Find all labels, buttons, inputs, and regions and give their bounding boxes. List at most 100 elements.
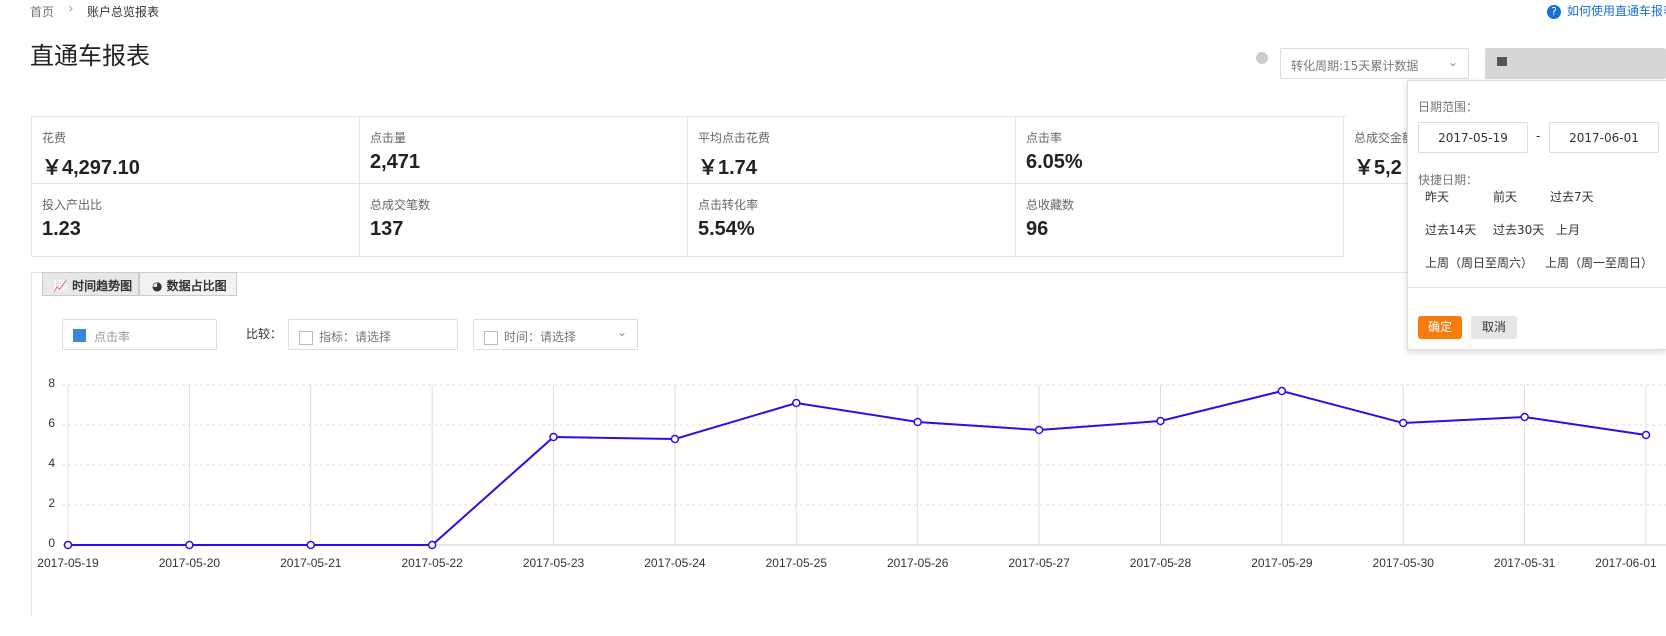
breadcrumb-current: 账户总览报表 bbox=[87, 5, 160, 19]
info-icon bbox=[1256, 52, 1268, 64]
data-point bbox=[427, 540, 437, 550]
range-label: 日期范围： bbox=[1418, 100, 1479, 114]
metric-label: 点击转化率 bbox=[698, 198, 759, 212]
metric-label: 总成交笔数 bbox=[370, 198, 431, 212]
metric-value: 1.23 bbox=[42, 218, 81, 240]
x-tick-label: 2017-05-31 bbox=[1494, 556, 1556, 570]
x-tick-label: 2017-05-29 bbox=[1251, 556, 1313, 570]
period-select-text[interactable]: 转化周期:15天累计数据 bbox=[1291, 59, 1419, 73]
data-point bbox=[1156, 416, 1165, 426]
metric-chip[interactable]: 点击率 bbox=[62, 319, 217, 350]
metric-cell: 花费 ￥4,297.10 bbox=[32, 117, 360, 184]
data-point bbox=[185, 540, 194, 550]
time-placeholder: 请选择 bbox=[540, 330, 577, 344]
quick-option[interactable]: 前天 bbox=[1493, 190, 1518, 204]
quick-option[interactable]: 昨天 bbox=[1425, 190, 1450, 204]
metric-value: 137 bbox=[370, 218, 404, 240]
metric-cell: 点击率 6.05% bbox=[1016, 117, 1344, 184]
date-popup: 日期范围： 2017-05-19 - 2017-06-01 快捷日期： 确定 取… bbox=[1407, 80, 1666, 350]
metric-placeholder: 请选择 bbox=[355, 330, 392, 344]
tab-active[interactable]: 📈 时间趋势图 bbox=[42, 272, 139, 296]
data-point bbox=[549, 432, 558, 442]
x-tick-label: 2017-05-23 bbox=[523, 556, 585, 570]
data-point bbox=[1277, 386, 1287, 396]
metric-cell: 总收藏数 96 bbox=[1016, 184, 1344, 257]
breadcrumb-home[interactable]: 首页 bbox=[30, 5, 55, 19]
quick-option[interactable]: 上周（周日至周六） bbox=[1425, 256, 1534, 270]
y-tick-label: 8 bbox=[48, 376, 55, 390]
metric-label: 总成交金额 bbox=[1354, 131, 1415, 145]
quick-option[interactable]: 过去14天 bbox=[1425, 223, 1477, 237]
metric-label: 点击率 bbox=[1026, 131, 1063, 145]
metric-label: 花费 bbox=[42, 131, 67, 145]
metric-value: ￥4,297.10 bbox=[42, 157, 140, 179]
data-point bbox=[1398, 418, 1408, 428]
metric-value: 2,471 bbox=[370, 151, 421, 173]
metric-cell: 总成交笔数 137 bbox=[360, 184, 688, 257]
confirm-button[interactable]: 确定 bbox=[1418, 316, 1462, 339]
x-tick-label: 2017-05-24 bbox=[644, 556, 706, 570]
period-select[interactable]: 转化周期:15天累计数据 ⌄ bbox=[1280, 48, 1469, 79]
time-label: 时间： bbox=[504, 330, 541, 344]
quick-option[interactable]: 上月 bbox=[1556, 223, 1581, 237]
data-point bbox=[306, 540, 316, 550]
end-date[interactable]: 2017-06-01 bbox=[1549, 122, 1659, 153]
legend-swatch bbox=[73, 329, 86, 342]
breadcrumb-sep: › bbox=[68, 1, 74, 17]
metric-label: 指标： bbox=[319, 330, 356, 344]
divider bbox=[1408, 287, 1666, 288]
page-title: 直通车报表 bbox=[30, 42, 150, 70]
compare-label: 比较： bbox=[246, 327, 283, 341]
metric-label: 总收藏数 bbox=[1026, 198, 1075, 212]
metric-value: 5.54% bbox=[698, 218, 755, 240]
chart-panel bbox=[31, 272, 1666, 616]
data-point bbox=[63, 540, 73, 550]
y-tick-label: 0 bbox=[48, 536, 55, 550]
metric-label: 投入产出比 bbox=[42, 198, 103, 212]
y-tick-label: 4 bbox=[48, 456, 55, 470]
quick-label: 快捷日期： bbox=[1418, 173, 1479, 187]
x-tick-label: 2017-05-19 bbox=[37, 556, 99, 570]
metric-cell: 投入产出比 1.23 bbox=[32, 184, 360, 257]
quick-option[interactable]: 过去30天 bbox=[1493, 223, 1545, 237]
metric-label: 点击量 bbox=[370, 131, 407, 145]
metric-cell: 平均点击花费 ￥1.74 bbox=[688, 117, 1016, 184]
metric-select[interactable]: 指标：请选择 bbox=[288, 319, 458, 350]
date-sep: - bbox=[1536, 129, 1541, 143]
help-link[interactable]: ? 如何使用直通车报表 bbox=[1547, 2, 1666, 19]
metric-cell: 点击量 2,471 bbox=[360, 117, 688, 184]
start-date[interactable]: 2017-05-19 bbox=[1418, 122, 1528, 153]
x-tick-label: 2017-05-21 bbox=[280, 556, 342, 570]
x-tick-label: 2017-05-28 bbox=[1130, 556, 1192, 570]
quick-option[interactable]: 上周（周一至周日） bbox=[1545, 256, 1654, 270]
metrics-table: 花费 ￥4,297.10 点击量 2,471 平均点击花费 ￥1.74 点击率 6.05% 总成… bbox=[31, 116, 1666, 257]
series-line bbox=[68, 389, 1647, 546]
tab-text[interactable]: 时间趋势图 bbox=[72, 279, 133, 293]
x-tick-label: 2017-05-30 bbox=[1373, 556, 1435, 570]
y-tick-label: 2 bbox=[48, 496, 55, 510]
data-point bbox=[1034, 425, 1044, 435]
data-point bbox=[1641, 430, 1651, 440]
cancel-button[interactable]: 取消 bbox=[1471, 316, 1517, 339]
metric-value: ￥5,2 bbox=[1354, 157, 1402, 179]
x-tick-label: 2017-05-25 bbox=[766, 556, 828, 570]
quick-option[interactable]: 过去7天 bbox=[1550, 190, 1594, 204]
date-button[interactable] bbox=[1485, 48, 1666, 79]
help-link-text[interactable]: 如何使用直通车报表 bbox=[1567, 4, 1666, 18]
x-tick-label: 2017-05-27 bbox=[1008, 556, 1070, 570]
x-tick-label: 2017-05-20 bbox=[159, 556, 221, 570]
tab[interactable]: ◕ 数据占比图 bbox=[139, 272, 237, 296]
calendar-icon bbox=[1497, 57, 1507, 66]
x-tick-label: 2017-05-22 bbox=[401, 556, 463, 570]
x-tick-label: 2017-05-26 bbox=[887, 556, 949, 570]
chevron: ⌄ bbox=[1447, 55, 1458, 69]
time-select[interactable]: 时间：请选择 ⌄ bbox=[473, 319, 638, 350]
metric-value: 96 bbox=[1026, 218, 1049, 240]
x-tick-label: 2017-06-01 bbox=[1595, 556, 1657, 570]
legend-label: 点击率 bbox=[94, 330, 131, 344]
data-point bbox=[1520, 412, 1529, 422]
metric-cell: 点击转化率 5.54% bbox=[688, 184, 1016, 257]
tab-text[interactable]: 数据占比图 bbox=[166, 279, 227, 293]
